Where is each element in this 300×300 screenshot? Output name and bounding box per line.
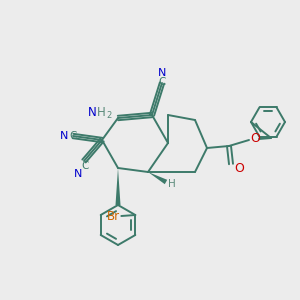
Text: O: O [234,161,244,175]
Text: C: C [69,131,77,141]
Text: N: N [60,131,68,141]
Text: N: N [74,169,82,179]
Polygon shape [116,168,121,205]
Text: H: H [168,179,176,189]
Text: O: O [250,133,260,146]
Text: H: H [97,106,105,119]
Text: C: C [81,161,89,171]
Text: 2: 2 [106,112,112,121]
Text: N: N [88,106,96,119]
Text: C: C [158,77,166,87]
Text: Br: Br [107,211,120,224]
Polygon shape [148,172,167,184]
Text: N: N [158,68,166,78]
